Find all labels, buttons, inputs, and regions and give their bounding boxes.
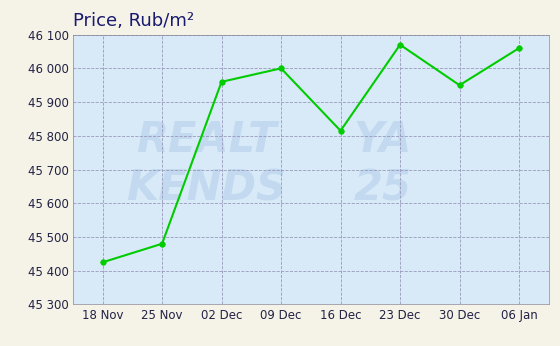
Text: YA
25: YA 25 [353,119,412,209]
Text: Price, Rub/m²: Price, Rub/m² [73,12,194,30]
Text: REALT
KENDS: REALT KENDS [126,119,286,209]
